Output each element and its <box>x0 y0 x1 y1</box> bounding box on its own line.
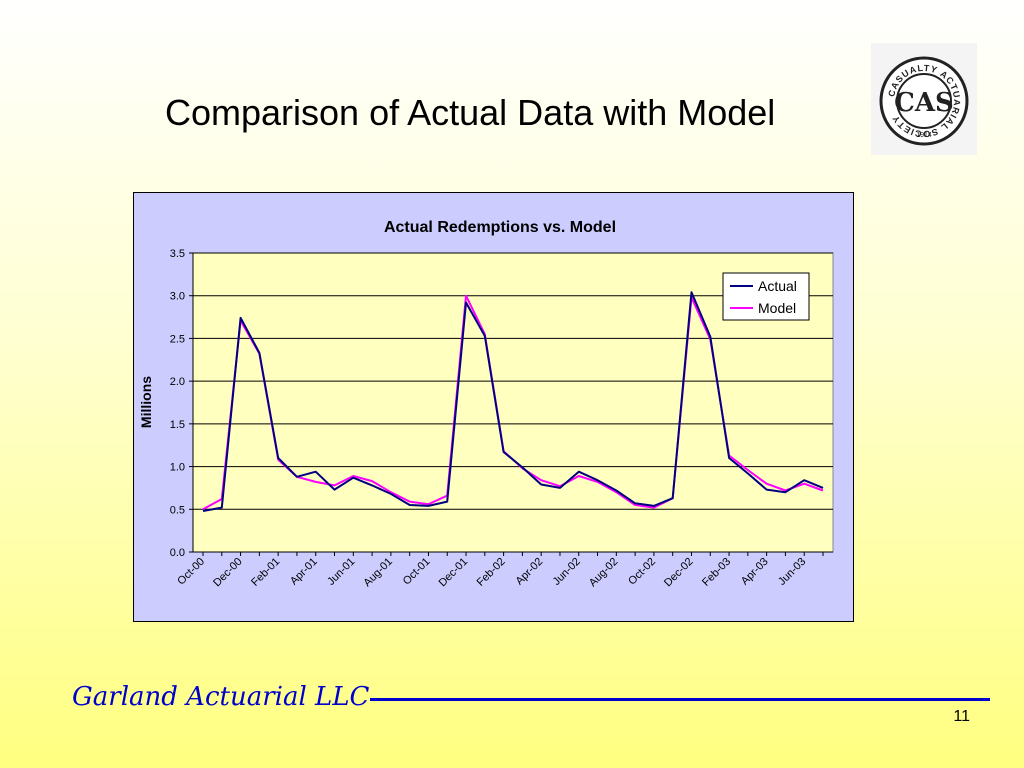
cas-seal-icon: CASUALTY ACTUARIAL SOCIETY CAS 1914 <box>879 56 969 146</box>
page-number: 11 <box>953 708 970 725</box>
gridlines <box>193 252 833 510</box>
logo-letters: CAS <box>894 88 954 118</box>
chart-title: Actual Redemptions vs. Model <box>384 219 616 236</box>
y-axis-label: Millions <box>138 376 154 428</box>
series-line-actual <box>202 291 824 512</box>
cas-logo: CASUALTY ACTUARIAL SOCIETY CAS 1914 <box>871 43 977 155</box>
slide-title: Comparison of Actual Data with Model <box>165 92 776 133</box>
legend-label-model: Model <box>758 300 796 316</box>
redemptions-chart: 0.0 0.5 1.0 1.5 2.0 2.5 3.0 3.5 Oct-00 Dec-00 Feb… <box>133 192 854 622</box>
legend: Actual Model <box>722 272 810 321</box>
legend-box <box>722 272 810 321</box>
logo-year: 1914 <box>916 132 932 139</box>
y-tick-label: 3.0 <box>170 291 185 303</box>
footer-brand: Garland Actuarial LLC <box>72 682 370 712</box>
y-tick-label: 2.5 <box>170 333 185 345</box>
series-lines <box>202 291 824 512</box>
y-tick-label: 0.0 <box>170 547 185 559</box>
y-tick-label: 2.0 <box>170 376 185 388</box>
footer-rule <box>370 698 990 701</box>
y-axis-ticks: 0.0 0.5 1.0 1.5 2.0 2.5 3.0 3.5 <box>170 248 833 559</box>
legend-label-actual: Actual <box>758 278 797 294</box>
y-tick-label: 0.5 <box>170 504 185 516</box>
y-tick-label: 1.0 <box>170 462 185 474</box>
y-tick-label: 3.5 <box>170 248 185 260</box>
y-tick-label: 1.5 <box>170 419 185 431</box>
chart-svg: 0.00.51.01.52.02.53.03.5 Oct-00 Dec-00 Feb… <box>133 192 854 622</box>
